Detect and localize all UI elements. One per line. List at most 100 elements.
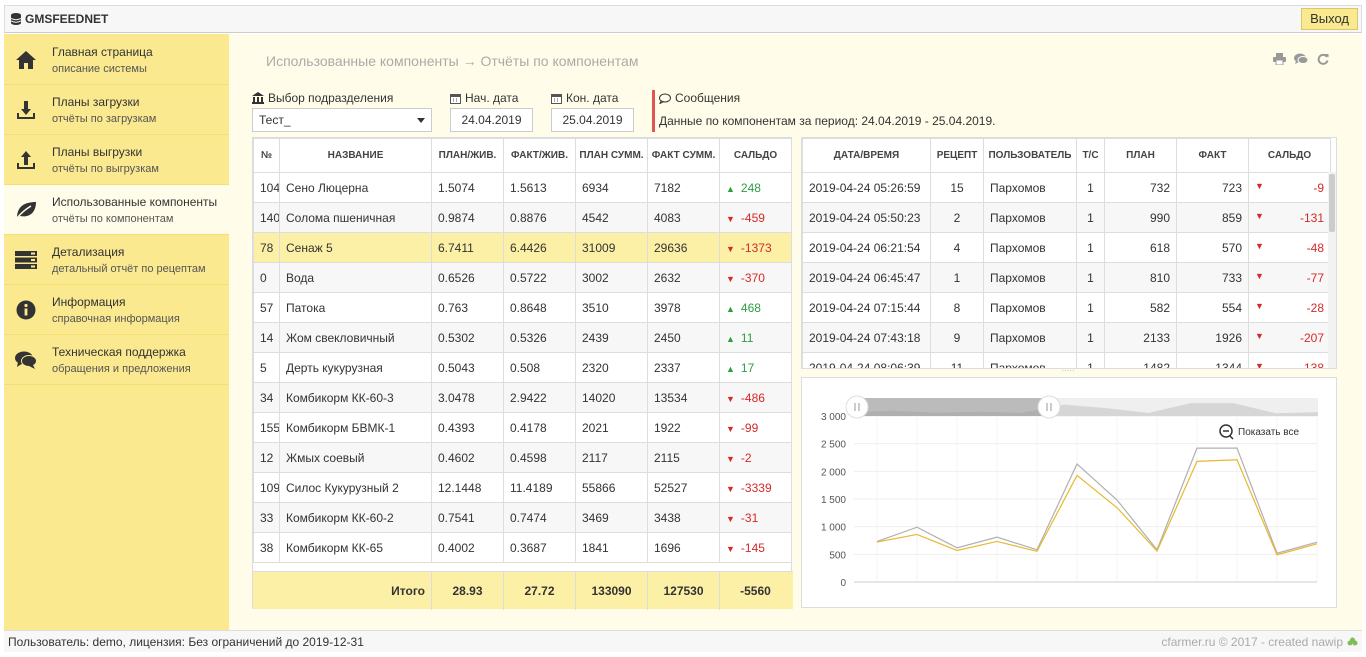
- zoom-out-handle: [1229, 435, 1234, 440]
- cell-saldo: ▼ -9: [1248, 172, 1331, 203]
- arrow-down-icon: ▼: [726, 483, 735, 494]
- cell-recipe: 11: [930, 352, 984, 368]
- sidebar-item-5[interactable]: Информация справочная информация: [4, 285, 229, 335]
- cell-saldo: ▼ -138: [1248, 352, 1331, 368]
- table-row[interactable]: 38 Комбикорм КК-65 0.4002 0.3687 1841 1696 ▼ -1…: [253, 532, 792, 563]
- navigator-handle[interactable]: [1037, 395, 1061, 419]
- dept-select[interactable]: Тест_: [252, 108, 432, 132]
- end-date-input[interactable]: 25.04.2019: [551, 108, 634, 132]
- arrow-up-icon: ▲: [726, 333, 735, 344]
- cell-ts: 1: [1076, 232, 1105, 263]
- cell-name: Силос Кукурузный 2: [279, 472, 432, 503]
- components-header-cell[interactable]: ФАКТ СУММ.: [647, 138, 720, 173]
- sidebar-item-title: Планы загрузки: [52, 95, 140, 109]
- table-row[interactable]: 2019-04-24 06:45:47 1 Пархомов 1 810 733 ▼ -77: [802, 262, 1331, 293]
- table-row[interactable]: 2019-04-24 07:43:18 9 Пархомов 1 2133 1926 ▼ -2…: [802, 322, 1331, 353]
- cell-plan: 0.6526: [431, 262, 504, 293]
- components-table: № НАЗВАНИЕ ПЛАН/ЖИВ. ФАКТ/ЖИВ. ПЛАН СУММ. ФАК…: [253, 138, 792, 563]
- cell-name: Комбикорм КК-65: [279, 532, 432, 563]
- recipes-header-cell[interactable]: ПОЛЬЗОВАТЕЛЬ: [983, 138, 1077, 173]
- table-row[interactable]: 78 Сенаж 5 6.7411 6.4426 31009 29636 ▼ -1373: [253, 232, 792, 263]
- recipes-scrollbar-thumb[interactable]: [1329, 174, 1335, 232]
- table-row[interactable]: 2019-04-24 05:50:23 2 Пархомов 1 990 859 ▼ -131: [802, 202, 1331, 233]
- saldo-value: 468: [740, 300, 761, 315]
- table-row[interactable]: 140 Солома пшеничная 0.9874 0.8876 4542 4083 ▼…: [253, 202, 792, 233]
- show-all-button[interactable]: Показать все: [1238, 427, 1299, 438]
- cell-plan: 0.4002: [431, 532, 504, 563]
- table-row[interactable]: 12 Жмых соевый 0.4602 0.4598 2117 2115 ▼ -2: [253, 442, 792, 473]
- saldo-value: 17: [740, 360, 755, 375]
- cell-saldo: ▼ -48: [1248, 232, 1331, 263]
- messages-title: Сообщения: [659, 91, 740, 105]
- sidebar-item-subtitle: детальный отчёт по рецептам: [52, 263, 206, 275]
- start-date-input[interactable]: 24.04.2019: [450, 108, 533, 132]
- table-row[interactable]: 155 Комбикорм БВМК-1 0.4393 0.4178 2021 1922 ▼…: [253, 412, 792, 443]
- sidebar-item-1[interactable]: Планы загрузки отчёты по загрузкам: [4, 85, 229, 135]
- refresh-icon[interactable]: [1316, 52, 1330, 66]
- table-row[interactable]: 104 Сено Люцерна 1.5074 1.5613 6934 7182 ▲ 248: [253, 172, 792, 203]
- sidebar-item-title: Использованные компоненты: [52, 195, 218, 209]
- components-header-cell[interactable]: ПЛАН/ЖИВ.: [431, 138, 504, 173]
- table-row[interactable]: 109 Силос Кукурузный 2 12.1448 11.4189 55866…: [253, 472, 792, 503]
- cell-fact_sum: 2115: [647, 442, 720, 473]
- table-row[interactable]: 2019-04-24 06:21:54 4 Пархомов 1 618 570 ▼ -48: [802, 232, 1331, 263]
- recipes-header-cell[interactable]: ДАТА/ВРЕМЯ: [802, 138, 931, 173]
- components-header-cell[interactable]: САЛЬДО: [719, 138, 792, 173]
- table-row[interactable]: 14 Жом свекловичный 0.5302 0.5326 2439 2450 ▲ 1…: [253, 322, 792, 353]
- panel-splitter-handle[interactable]: ·····: [1061, 366, 1075, 375]
- bank-icon: [252, 92, 264, 104]
- recipes-header-cell[interactable]: САЛЬДО: [1248, 138, 1331, 173]
- saldo-value: -9: [1313, 180, 1324, 195]
- components-header-cell[interactable]: №: [253, 138, 280, 173]
- comments-icon[interactable]: [1294, 52, 1308, 66]
- sidebar-item-title: Главная страница: [52, 45, 153, 59]
- sidebar-item-3[interactable]: Использованные компоненты отчёты по компо…: [4, 185, 229, 235]
- recipes-header-cell[interactable]: РЕЦЕПТ: [930, 138, 984, 173]
- sidebar-item-4[interactable]: Детализация детальный отчёт по рецептам: [4, 235, 229, 285]
- components-header-cell[interactable]: ПЛАН СУММ.: [575, 138, 648, 173]
- table-row[interactable]: 5 Дерть кукурузная 0.5043 0.508 2320 2337 ▲ 17: [253, 352, 792, 383]
- print-icon[interactable]: [1272, 52, 1286, 66]
- table-row[interactable]: 2019-04-24 05:26:59 15 Пархомов 1 732 723 ▼ -9: [802, 172, 1331, 203]
- cell-plan_sum: 2439: [575, 322, 648, 353]
- navigator-handle[interactable]: [845, 395, 869, 419]
- sidebar-item-subtitle: описание системы: [52, 63, 147, 75]
- table-row[interactable]: 57 Патока 0.763 0.8648 3510 3978 ▲ 468: [253, 292, 792, 323]
- cell-fact: 570: [1176, 232, 1249, 263]
- footer: Пользователь: demo, лицензия: Без ограни…: [4, 630, 1362, 652]
- cell-fact: 0.7474: [503, 502, 576, 533]
- table-row[interactable]: 34 Комбикорм КК-60-3 3.0478 2.9422 14020 1353…: [253, 382, 792, 413]
- table-row[interactable]: 2019-04-24 07:15:44 8 Пархомов 1 582 554 ▼ -28: [802, 292, 1331, 323]
- cell-user: Пархомов: [983, 262, 1077, 293]
- sidebar-item-2[interactable]: Планы выгрузки отчёты по выгрузкам: [4, 135, 229, 185]
- sidebar-item-subtitle: справочная информация: [52, 313, 180, 325]
- recipes-scrollbar[interactable]: [1328, 172, 1336, 368]
- cell-fact_sum: 4083: [647, 202, 720, 233]
- recipes-header-cell[interactable]: ПЛАН: [1104, 138, 1177, 173]
- cell-plan: 582: [1104, 292, 1177, 323]
- table-row[interactable]: 2019-04-24 08:06:39 11 Пархомов 1 1482 1344 ▼ -…: [802, 352, 1331, 368]
- components-header-cell[interactable]: НАЗВАНИЕ: [279, 138, 432, 173]
- zoom-out-icon[interactable]: [1219, 424, 1233, 438]
- y-tick-label: 0: [840, 578, 846, 589]
- sidebar-item-6[interactable]: Техническая поддержка обращения и предлож…: [4, 335, 229, 385]
- table-row[interactable]: 33 Комбикорм КК-60-2 0.7541 0.7474 3469 3438 ▼…: [253, 502, 792, 533]
- sidebar-item-subtitle: обращения и предложения: [52, 363, 191, 375]
- cell-id: 33: [253, 502, 280, 533]
- arrow-up-icon: ▲: [726, 183, 735, 194]
- exit-button[interactable]: Выход: [1301, 8, 1358, 30]
- navigator-selection[interactable]: [852, 398, 1048, 416]
- cell-plan: 1482: [1104, 352, 1177, 368]
- arrow-down-icon: ▼: [1255, 330, 1264, 341]
- recipes-header-cell[interactable]: ФАКТ: [1176, 138, 1249, 173]
- message-accent-bar: [652, 90, 655, 132]
- cell-plan: 0.4393: [431, 412, 504, 443]
- cell-user: Пархомов: [983, 322, 1077, 353]
- cell-fact_sum: 3438: [647, 502, 720, 533]
- table-row[interactable]: 0 Вода 0.6526 0.5722 3002 2632 ▼ -370: [253, 262, 792, 293]
- sidebar-item-0[interactable]: Главная страница описание системы: [4, 35, 229, 85]
- components-header-cell[interactable]: ФАКТ/ЖИВ.: [503, 138, 576, 173]
- cell-plan: 618: [1104, 232, 1177, 263]
- chart-panel: 3 000 2 500 2 000 1 500 1 000 500 0 Показать вс…: [801, 377, 1337, 608]
- recipes-header-cell[interactable]: Т/С: [1076, 138, 1105, 173]
